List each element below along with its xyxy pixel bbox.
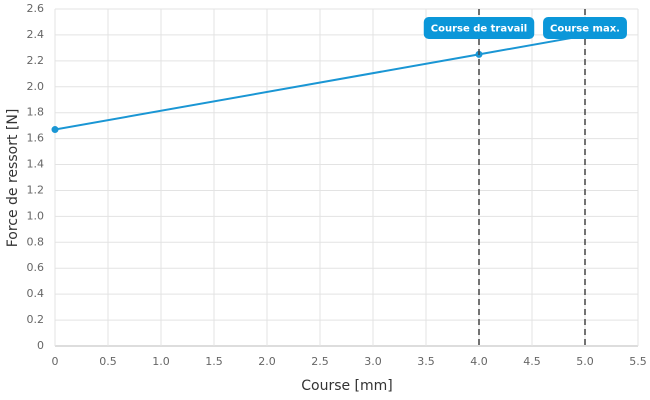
y-tick-label: 0.2 — [27, 313, 45, 326]
x-tick-label: 5.0 — [576, 355, 594, 368]
x-tick-label: 1.5 — [205, 355, 223, 368]
annotation-label: Course de travail — [423, 17, 535, 39]
y-tick-label: 0.8 — [27, 235, 45, 248]
x-tick-label: 0.5 — [99, 355, 117, 368]
y-tick-label: 1.0 — [27, 209, 45, 222]
y-tick-label: 0 — [37, 339, 44, 352]
annotation-text: Course max. — [550, 24, 620, 35]
y-tick-label: 0.4 — [27, 287, 45, 300]
y-tick-label: 1.6 — [27, 132, 45, 145]
annotation-text: Course de travail — [431, 24, 527, 35]
x-tick-label: 5.5 — [629, 355, 647, 368]
x-tick-label: 1.0 — [152, 355, 170, 368]
y-tick-label: 1.8 — [27, 106, 45, 119]
x-tick-label: 2.0 — [258, 355, 276, 368]
y-tick-label: 2.4 — [27, 28, 45, 41]
annotation-box — [423, 17, 535, 39]
y-tick-label: 1.4 — [27, 158, 45, 171]
x-tick-label: 2.5 — [311, 355, 329, 368]
x-tick-label: 4.5 — [523, 355, 541, 368]
annotation-box — [543, 17, 627, 39]
y-axis-title: Force de ressort [N] — [5, 109, 21, 248]
y-tick-label: 2.0 — [27, 80, 45, 93]
y-tick-label: 2.2 — [27, 54, 45, 67]
data-point — [51, 126, 59, 134]
x-axis-title: Course [mm] — [301, 378, 393, 394]
y-tick-label: 0.6 — [27, 261, 45, 274]
y-tick-label: 2.6 — [27, 2, 45, 15]
annotation-label: Course max. — [543, 17, 627, 39]
x-tick-label: 4.0 — [470, 355, 488, 368]
x-tick-label: 3.0 — [364, 355, 382, 368]
x-tick-label: 0 — [52, 355, 59, 368]
y-tick-label: 1.2 — [27, 183, 45, 196]
x-tick-label: 3.5 — [417, 355, 435, 368]
